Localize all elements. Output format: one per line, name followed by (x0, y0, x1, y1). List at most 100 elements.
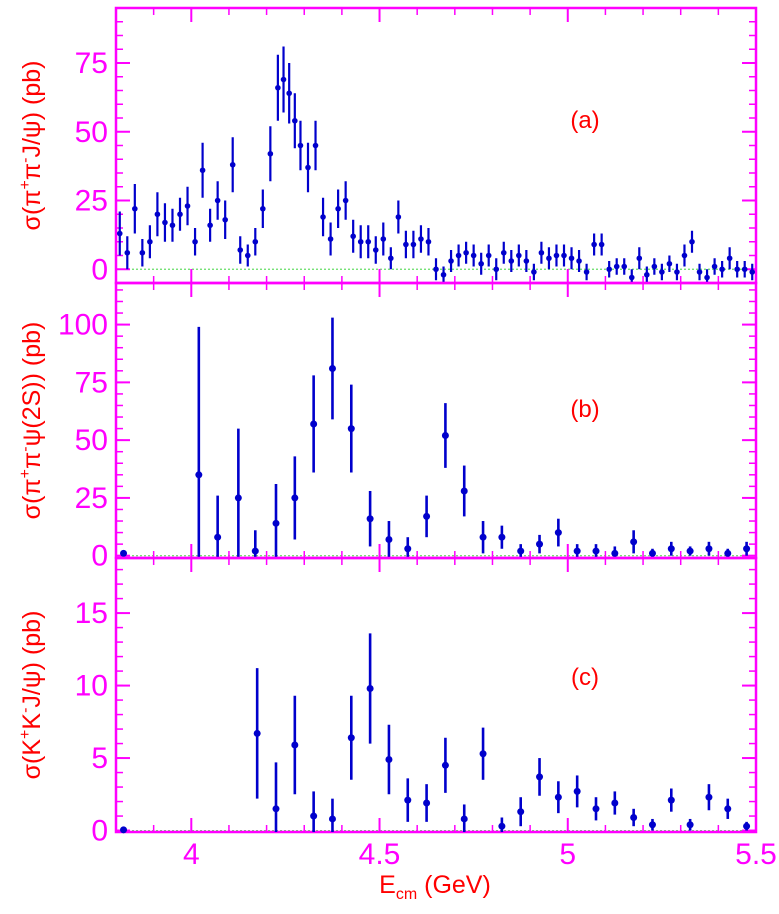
data-point (347, 734, 355, 742)
data-point (583, 269, 590, 275)
data-point (479, 533, 487, 541)
panel-b: 0 25 50 75 100 (b) σ(π+π-ψ(2S)) (pb) (17, 281, 758, 573)
y-tick-label: 100 (58, 309, 108, 342)
data-point (648, 821, 656, 829)
data-point (500, 249, 507, 256)
data-point (195, 471, 203, 479)
data-point (272, 519, 280, 527)
y-axis-title-part: - (17, 158, 34, 163)
y-axis-title-part: π (18, 452, 46, 469)
data-point (630, 538, 638, 546)
panel-frame (114, 556, 758, 834)
y-tick-label: 0 (91, 540, 108, 573)
data-point (704, 274, 710, 281)
y-axis-title-part: + (17, 180, 34, 189)
data-point (251, 547, 259, 555)
data-point (253, 729, 261, 737)
data-point (719, 266, 725, 273)
data-point (724, 549, 732, 557)
data-point (628, 274, 635, 281)
y-axis-title-part: - (17, 708, 34, 713)
panel-c: 0 5 10 15 (c) σ(K+K-J/ψ) (pb) (17, 556, 758, 848)
data-point (696, 269, 703, 275)
data-point (598, 241, 605, 248)
data-point (561, 252, 567, 259)
data-point (463, 249, 469, 256)
data-point (448, 258, 454, 264)
data-point (425, 238, 432, 245)
data-point (403, 241, 409, 248)
y-axis-title-part: + (17, 469, 34, 478)
data-point (229, 161, 236, 168)
data-point (207, 222, 213, 229)
data-point (116, 230, 123, 237)
y-tick-label: 5 (91, 742, 108, 775)
data-point (380, 236, 387, 242)
data-point (342, 197, 349, 204)
data-point (666, 260, 673, 267)
data-point (478, 260, 484, 267)
y-axis-title-part: σ(π (18, 478, 46, 519)
data-point (252, 238, 259, 245)
panel-tag: (a) (570, 107, 599, 134)
data-point (592, 805, 600, 813)
y-axis-title-part: K (18, 713, 46, 730)
data-point (385, 756, 393, 764)
data-point (743, 545, 751, 553)
data-point (267, 150, 274, 157)
data-point (292, 117, 298, 124)
data-point (291, 741, 299, 749)
data-point (726, 255, 733, 262)
data-point (441, 761, 449, 769)
data-point (423, 799, 431, 807)
data-point (214, 197, 221, 204)
y-axis-title-part: σ(π (18, 189, 46, 230)
x-axis-title-rest: (GeV) (417, 871, 491, 899)
data-point (711, 263, 718, 270)
data-point (404, 796, 412, 804)
data-point (686, 821, 694, 829)
data-point (312, 142, 319, 149)
data-point (177, 211, 183, 218)
data-point (498, 533, 506, 541)
data-point (460, 815, 468, 823)
data-point (470, 252, 477, 259)
data-point (644, 271, 650, 278)
data-point (132, 205, 138, 212)
data-point (516, 252, 522, 259)
data-point (244, 252, 251, 259)
data-point (124, 249, 131, 256)
data-point (686, 547, 694, 555)
data-point (553, 252, 560, 259)
data-point (493, 266, 500, 273)
data-point (606, 266, 612, 273)
data-point (479, 750, 487, 758)
y-tick-label: 0 (91, 815, 108, 848)
data-point (517, 808, 525, 816)
data-point (592, 547, 600, 555)
data-point (667, 796, 675, 804)
panel-tag: (c) (571, 664, 599, 691)
data-point (297, 142, 304, 149)
x-tick-label: 4.5 (359, 838, 401, 871)
data-point (689, 238, 695, 245)
data-point (275, 84, 281, 91)
data-point (485, 252, 492, 259)
data-point (440, 271, 447, 278)
y-tick-label: 50 (75, 116, 108, 149)
data-point (423, 512, 431, 520)
data-point (724, 805, 732, 813)
data-point (385, 536, 393, 544)
data-point (659, 269, 665, 275)
data-point (433, 266, 439, 273)
data-point (310, 420, 318, 428)
data-point (621, 263, 628, 270)
x-axis-title: Ecm (GeV) (379, 871, 491, 903)
data-point (328, 815, 336, 823)
data-point (705, 545, 713, 553)
y-tick-label: 10 (75, 670, 108, 703)
data-point (169, 222, 176, 229)
data-point (498, 822, 506, 830)
panel-frame (114, 6, 758, 285)
